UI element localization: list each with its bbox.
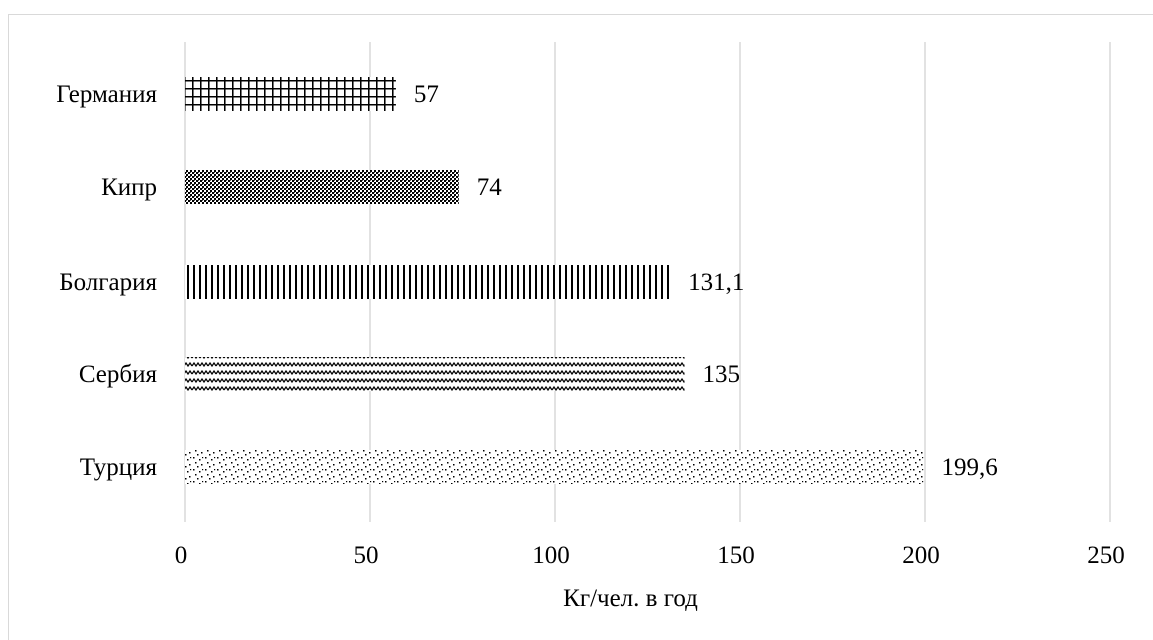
data-label: 57 [414,81,439,108]
data-label: 135 [703,361,741,388]
bar [185,357,685,391]
x-tick-label: 50 [354,542,379,569]
chart-frame [8,14,1153,640]
x-tick-label: 150 [717,542,755,569]
data-label: 199,6 [942,454,998,481]
x-axis-title: Кг/чел. в год [563,585,698,612]
bar [185,170,459,204]
bar [185,265,671,299]
category-label: Германия [56,81,157,108]
bar [185,450,924,484]
category-labels: Германия Кипр Болгария Сербия Турция [56,81,157,481]
category-label: Сербия [79,361,158,388]
data-label: 131,1 [688,269,744,296]
category-label: Болгария [59,269,157,296]
x-tick-label: 100 [532,542,570,569]
x-tick-label: 0 [175,542,188,569]
x-axis-ticks: 0 50 100 150 200 250 [175,542,1125,569]
category-label: Кипр [101,174,157,201]
bars [185,77,924,484]
x-tick-label: 200 [902,542,940,569]
category-label: Турция [80,454,158,481]
bar [185,77,396,111]
data-label: 74 [477,174,503,201]
data-labels: 57 74 131,1 135 199,6 [414,81,998,481]
x-tick-label: 250 [1087,542,1125,569]
